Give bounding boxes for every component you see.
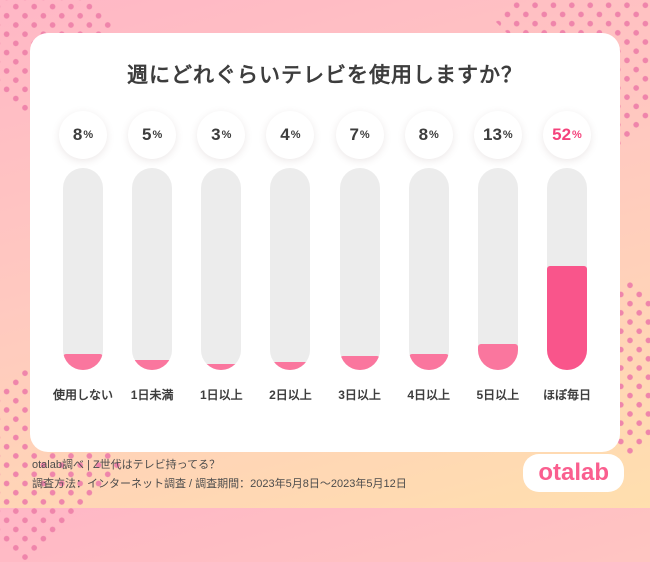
value-badge: 52% [542,111,591,159]
value-badge: 8% [59,111,107,159]
percent-sign: % [290,129,301,141]
survey-footnote: otalab調べ | Z世代はテレビ持ってる？ 調査方法：インターネット調査 /… [32,456,407,495]
bar-fill [477,344,518,370]
category-label: 2日以上 [269,388,312,402]
category-label: 4日以上 [407,388,451,402]
category-label: 5日以上 [476,388,520,402]
value-number: 5 [142,125,152,144]
value-badge: 7% [335,111,384,159]
percent-sign: % [572,129,582,141]
percent-sign: % [429,129,439,141]
value-badge: 4% [266,111,315,159]
value-number: 7 [349,125,359,144]
bar-column: 5% 1日未満 [119,111,185,403]
percent-sign: % [502,129,513,141]
chart-card: 週にどれぐらいテレビを使用しますか？ 8% 使用しない 5% 1日未満 3% 1日以上 4%… [30,33,620,452]
bar-track [201,168,242,370]
bar-column: 13% 5日以上 [465,111,531,403]
bar-track [408,168,449,370]
value-badge: 8% [404,111,453,159]
category-label: 3日以上 [338,388,381,402]
bar-fill [408,354,449,370]
value-badge: 3% [197,111,246,159]
category-label: 使用しない [52,388,113,402]
bar-column: 4% 2日以上 [257,111,323,403]
value-badge: 13% [473,111,522,159]
bar-fill [201,364,242,370]
percent-sign: % [359,129,370,141]
bar-fill [132,360,173,370]
category-label: 1日未満 [130,388,174,402]
value-number: 4 [280,125,290,144]
bar-fill [270,362,311,370]
bar-track [63,168,103,370]
survey-method-line: 調査方法：インターネット調査 / 調査期間：2023年5月8日〜2023年5月1… [32,477,407,490]
value-number: 3 [211,125,221,144]
bar-column: 3% 1日以上 [188,111,254,403]
bar-column: 8% 使用しない [50,111,116,403]
value-number: 52 [552,125,572,144]
category-label: 1日以上 [199,388,243,402]
percent-sign: % [221,129,232,141]
survey-source-line: otalab調べ | Z世代はテレビ持ってる？ [32,458,221,471]
bar-track [270,168,311,370]
bar-fill [339,356,380,370]
bar-column: 8% 4日以上 [396,111,462,403]
value-badge: 5% [128,111,177,159]
bar-track [339,168,380,370]
otalab-logo: otalab [523,454,624,492]
bar-track [546,168,587,370]
value-number: 8 [72,125,83,144]
percent-sign: % [83,129,94,141]
bar-fill [546,266,587,370]
percent-sign: % [152,129,163,141]
chart-title: 週にどれぐらいテレビを使用しますか？ [127,64,523,87]
category-label: ほぼ毎日 [542,388,591,402]
value-number: 13 [482,125,502,144]
bar-column: 52% ほぼ毎日 [534,111,600,403]
bar-track [132,168,173,370]
value-number: 8 [418,125,429,144]
bar-fill [63,354,103,370]
bar-chart: 8% 使用しない 5% 1日未満 3% 1日以上 4% 2日以上 7% 3日以上 8% 4日以上 13%… [30,111,620,403]
bar-track [477,168,518,370]
bar-column: 7% 3日以上 [327,111,393,403]
